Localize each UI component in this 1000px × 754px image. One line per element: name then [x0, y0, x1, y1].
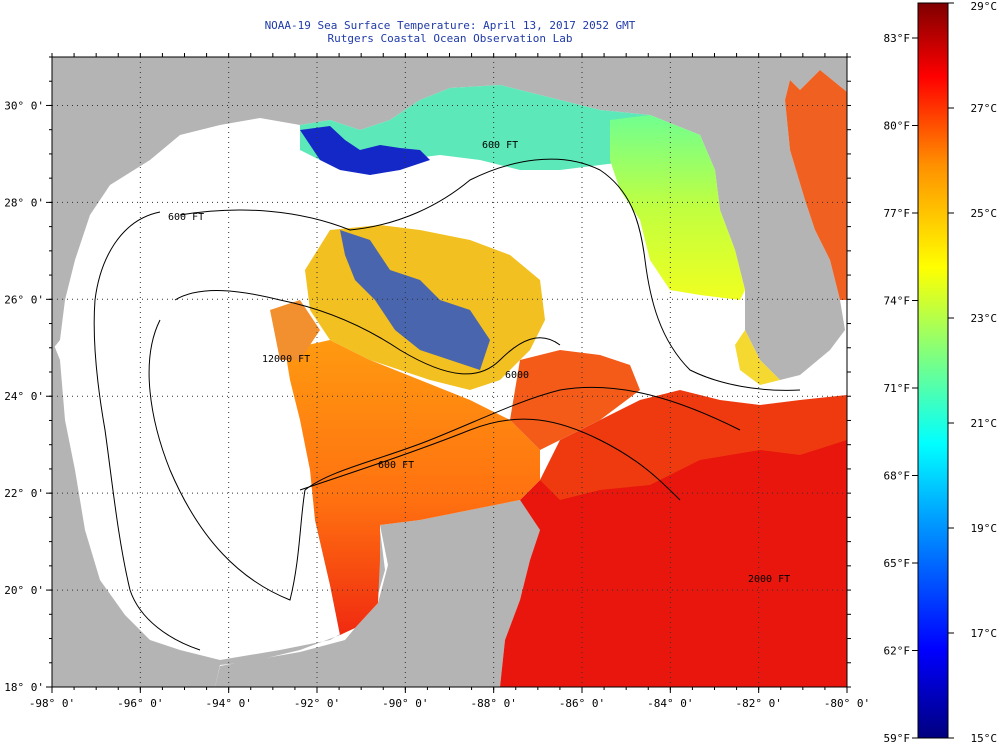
depth-contours — [93, 158, 801, 651]
lon-tick-label: -80° 0' — [824, 697, 870, 710]
colorbar-gradient — [917, 2, 949, 739]
lat-tick-label: 24° 0' — [4, 390, 44, 403]
sst-patch-cloud-streaks — [340, 230, 490, 370]
colorbar-f-labels: 83°F 80°F 77°F 74°F 71°F 68°F 65°F 62°F 59°F — [884, 32, 918, 745]
colorbar-c-label: 29°C — [971, 0, 998, 13]
land-yucatan — [215, 500, 540, 687]
map-title: NOAA-19 Sea Surface Temperature: April 1… — [264, 19, 636, 32]
sst-patch-florida-shelf — [610, 115, 745, 300]
lat-tick-label: 20° 0' — [4, 584, 44, 597]
contour-6000ft — [148, 319, 741, 601]
contour-label: 6000 — [505, 370, 529, 381]
contour-labels: 600 FT 600 FT 12000 FT 6000 600 FT 2000 … — [168, 140, 790, 585]
colorbar-f-label: 59°F — [884, 732, 911, 745]
lon-tick-label: -84° 0' — [647, 697, 693, 710]
sst-patch-west-edge — [270, 300, 320, 360]
map-frame: 600 FT 600 FT 12000 FT 6000 600 FT 2000 … — [4, 53, 870, 710]
colorbar-f-label: 71°F — [884, 382, 911, 395]
lat-tick-label: 28° 0' — [4, 196, 44, 209]
sst-patch-loop-current — [510, 350, 640, 450]
colorbar-f-label: 65°F — [884, 557, 911, 570]
lat-tick-label: 22° 0' — [4, 487, 44, 500]
contour-600ft-north — [179, 158, 801, 391]
contour-label: 600 FT — [378, 460, 414, 471]
sst-imagery — [270, 70, 847, 687]
contour-label: 2000 FT — [748, 574, 790, 585]
lon-tick-label: -88° 0' — [470, 697, 516, 710]
colorbar-f-label: 62°F — [884, 645, 911, 658]
contour-label: 12000 FT — [262, 354, 310, 365]
colorbar-c-label: 19°C — [971, 522, 998, 535]
lat-tick-label: 18° 0' — [4, 681, 44, 694]
lon-tick-label: -82° 0' — [735, 697, 781, 710]
colorbar-f-label: 77°F — [884, 207, 911, 220]
map-subtitle: Rutgers Coastal Ocean Observation Lab — [327, 32, 573, 45]
contour-600ft-campeche — [299, 418, 681, 501]
colorbar-c-labels: 29°C 27°C 25°C 23°C 21°C 19°C 17°C 15°C — [948, 0, 997, 745]
colorbar-f-label: 68°F — [884, 470, 911, 483]
sst-patch-florida-keys — [735, 330, 780, 385]
colorbar-c-label: 15°C — [971, 732, 998, 745]
colorbar-f-label: 74°F — [884, 295, 911, 308]
contour-12000ft — [174, 290, 561, 375]
sst-patch-western-yucatan — [285, 340, 540, 635]
lon-tick-label: -92° 0' — [294, 697, 340, 710]
colorbar: 83°F 80°F 77°F 74°F 71°F 68°F 65°F 62°F 59°F 29°… — [884, 0, 998, 745]
lon-tick-label: -86° 0' — [559, 697, 605, 710]
contour-label: 600 FT — [482, 140, 518, 151]
colorbar-f-label: 80°F — [884, 120, 911, 133]
lat-tick-label: 30° 0' — [4, 99, 44, 112]
sst-patch-cuba-north — [540, 390, 847, 500]
lat-tick-label: 26° 0' — [4, 293, 44, 306]
land-us-mainland — [52, 57, 847, 380]
colorbar-c-label: 23°C — [971, 312, 998, 325]
sst-patch-coastal-blue — [300, 126, 430, 175]
colorbar-f-label: 83°F — [884, 32, 911, 45]
contour-label: 600 FT — [168, 212, 204, 223]
lon-tick-label: -90° 0' — [382, 697, 428, 710]
lon-tick-label: -94° 0' — [205, 697, 251, 710]
axis-ticks: -98° 0' -96° 0' -94° 0' -92° 0' -90° 0' -88° … — [4, 53, 870, 710]
sst-patch-florida-atlantic — [785, 70, 847, 300]
lon-tick-label: -98° 0' — [29, 697, 75, 710]
colorbar-c-label: 17°C — [971, 627, 998, 640]
colorbar-c-label: 27°C — [971, 102, 998, 115]
contour-600ft-west — [93, 211, 201, 651]
colorbar-c-label: 21°C — [971, 417, 998, 430]
colorbar-c-label: 25°C — [971, 207, 998, 220]
lon-tick-label: -96° 0' — [117, 697, 163, 710]
